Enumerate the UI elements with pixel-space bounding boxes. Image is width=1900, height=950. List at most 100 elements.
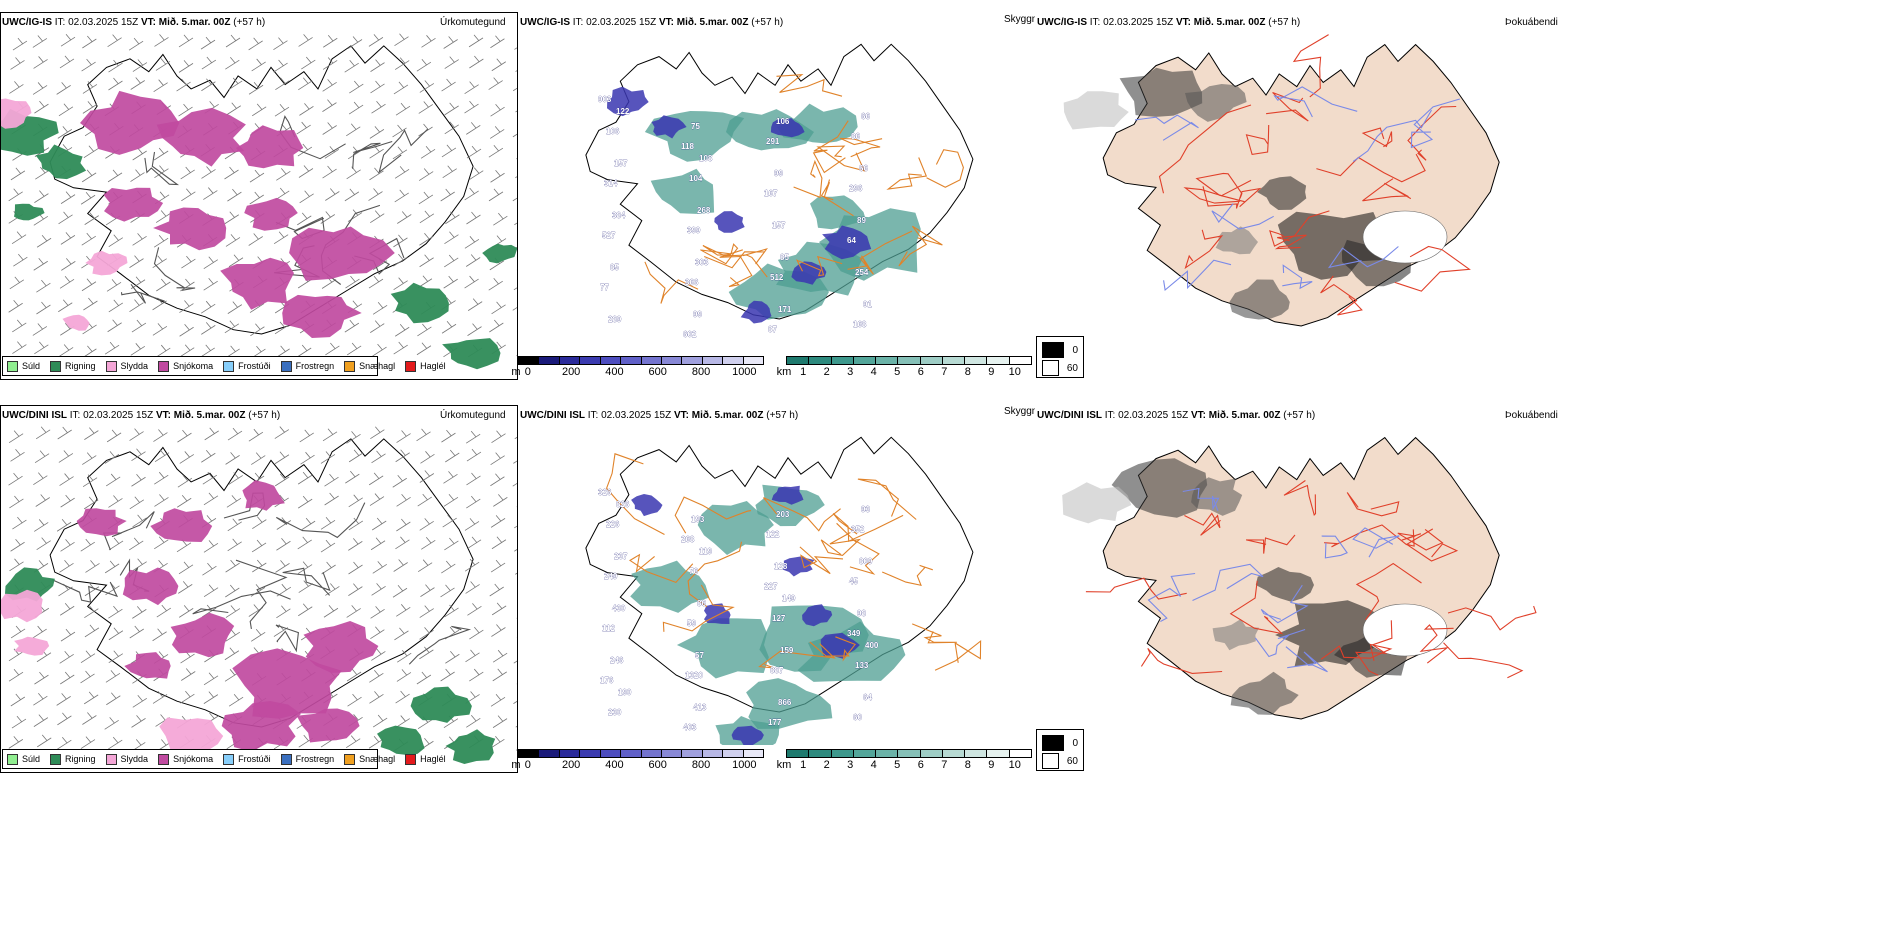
road-line xyxy=(1245,534,1296,554)
wind-barb xyxy=(227,427,243,441)
wind-barb xyxy=(152,691,168,704)
weather-field xyxy=(1215,226,1258,255)
vt-value: Mið. 5.mar. 00Z xyxy=(676,17,749,28)
road-line xyxy=(763,497,841,532)
wind-barb xyxy=(252,516,267,529)
vt-label: VT: xyxy=(1190,410,1206,421)
weather-field xyxy=(303,621,379,673)
wind-barb xyxy=(445,211,460,225)
wind-barb xyxy=(441,429,456,443)
model-name: UWC/IG-IS xyxy=(2,17,52,28)
wind-barb xyxy=(56,82,71,95)
wind-barb xyxy=(129,428,144,441)
wind-barb xyxy=(515,749,517,751)
cloud-base-label: 349 xyxy=(847,629,861,638)
road-line xyxy=(192,590,291,615)
wind-barb xyxy=(466,145,482,159)
road-line xyxy=(1269,210,1330,247)
road-line xyxy=(934,639,982,671)
wind-barb xyxy=(392,124,407,138)
wind-barb xyxy=(10,57,25,70)
wind-barb xyxy=(491,58,507,72)
road-line xyxy=(1285,646,1328,673)
road-line xyxy=(1147,572,1196,622)
legend-swatch xyxy=(223,360,235,372)
wind-barb xyxy=(395,690,410,704)
wind-barb xyxy=(201,300,216,314)
weather-field xyxy=(242,480,285,511)
wind-barb xyxy=(11,231,27,245)
colorbar-tick-label: 2 xyxy=(823,366,830,378)
wind-barb xyxy=(394,33,409,47)
lead-time: (+57 h) xyxy=(1283,410,1316,421)
wind-barb xyxy=(346,342,362,356)
cloud-base-label: 384 xyxy=(612,211,626,220)
road-line xyxy=(832,512,904,543)
road-line xyxy=(1260,584,1309,624)
legend-label: Slydda xyxy=(120,754,149,764)
wind-barb xyxy=(516,158,517,160)
wind-barb xyxy=(83,496,99,510)
wind-barb xyxy=(128,37,144,51)
fog-legend-row: 60 xyxy=(1042,359,1078,377)
wind-barb xyxy=(83,297,98,311)
road-line xyxy=(1245,124,1270,156)
cloud-base-colorbar-bottom: m 0 200 400 600 800 1000 xyxy=(511,749,764,772)
road-line xyxy=(840,137,883,158)
fog-legend-row: 0 xyxy=(1042,341,1078,359)
weather-field xyxy=(1277,211,1393,280)
wind-barb xyxy=(154,471,169,485)
wind-barb xyxy=(297,561,313,574)
wind-barb xyxy=(10,449,25,462)
weather-field xyxy=(221,701,301,752)
wind-barb xyxy=(37,734,52,748)
wind-barb xyxy=(248,428,264,442)
wind-barb xyxy=(82,452,97,465)
colorbar-tick-label: 7 xyxy=(941,759,948,771)
wind-barb xyxy=(298,34,313,47)
wind-barb xyxy=(129,299,144,313)
wind-barb xyxy=(513,460,517,464)
cloud-base-label: 99 xyxy=(693,310,702,319)
wind-barb xyxy=(396,430,411,443)
glacier-area xyxy=(1362,210,1448,264)
weather-field xyxy=(1255,567,1314,602)
wind-barb xyxy=(395,715,410,728)
road-line xyxy=(1406,529,1459,562)
weather-field xyxy=(607,86,649,117)
road-line xyxy=(51,579,119,603)
legend-item: Slydda xyxy=(105,753,149,765)
wind-barb xyxy=(392,146,408,160)
weather-field xyxy=(631,494,663,517)
weather-field xyxy=(159,717,224,759)
road-line xyxy=(1085,577,1187,600)
wind-barb xyxy=(419,518,434,531)
wind-barb xyxy=(132,695,148,708)
wind-barb xyxy=(273,231,289,245)
wind-barb xyxy=(177,494,192,508)
wind-barb xyxy=(33,714,49,727)
glacier-area xyxy=(1362,603,1448,657)
wind-barb xyxy=(203,584,219,598)
legend-swatch xyxy=(344,753,356,765)
wind-barb xyxy=(466,536,482,550)
wind-barb xyxy=(512,87,517,92)
cloud-base-label: 122 xyxy=(616,107,630,116)
road-line xyxy=(1447,605,1537,631)
wind-barb xyxy=(201,322,216,335)
precip-type-panel-bottom xyxy=(0,405,518,773)
colorbar-segment xyxy=(519,750,540,757)
cloud-base-label: 268 xyxy=(697,206,711,215)
wind-barb xyxy=(104,451,120,464)
wind-barb xyxy=(36,279,51,293)
wind-barb xyxy=(299,103,314,116)
cloud-base-label: 64 xyxy=(847,236,856,245)
precip-legend-top: Súld Rigning Slydda Snjókoma Frostúði Frostre… xyxy=(2,356,446,376)
wind-barb xyxy=(368,275,384,289)
wind-barb xyxy=(104,560,120,574)
road-line xyxy=(1292,34,1329,98)
cloud-base-label: 59 xyxy=(687,619,696,628)
wind-barb xyxy=(322,165,337,179)
wind-barb xyxy=(251,539,267,553)
wind-barb xyxy=(81,58,96,72)
